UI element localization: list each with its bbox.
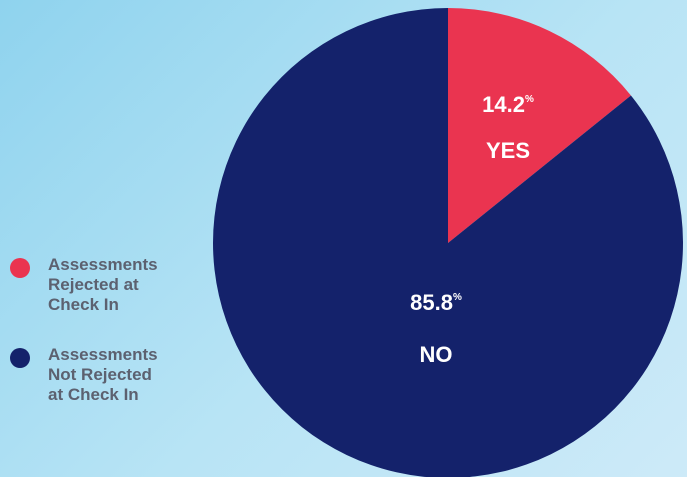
legend-item-no: Assessments Not Rejected at Check In xyxy=(10,345,200,405)
slice-no-label: NO xyxy=(420,342,453,367)
legend-swatch-no xyxy=(10,348,30,368)
legend-item-yes: Assessments Rejected at Check In xyxy=(10,255,200,315)
pie-slice-yes xyxy=(448,8,631,243)
pie-slice-no xyxy=(213,8,683,477)
slice-no-percent: 85.8% xyxy=(410,290,462,315)
chart-legend: Assessments Rejected at Check In Assessm… xyxy=(10,255,200,435)
legend-label-yes: Assessments Rejected at Check In xyxy=(48,255,158,314)
slice-yes-label: YES xyxy=(486,138,530,163)
slice-yes-percent: 14.2% xyxy=(482,92,534,117)
legend-swatch-yes xyxy=(10,258,30,278)
legend-label-no: Assessments Not Rejected at Check In xyxy=(48,345,158,404)
